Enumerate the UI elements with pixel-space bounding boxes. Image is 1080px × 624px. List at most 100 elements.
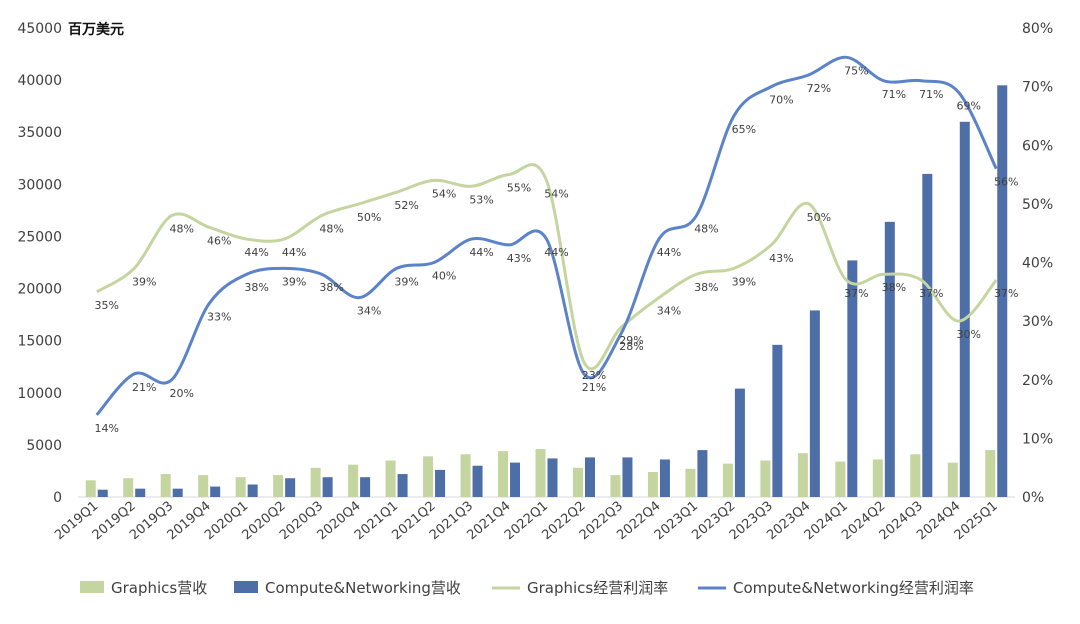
- bar-graphics-revenue: [160, 474, 171, 497]
- data-label-graphics-margin: 37%: [844, 287, 868, 300]
- data-label-graphics-margin: 37%: [919, 287, 943, 300]
- data-label-compute-margin: 69%: [957, 99, 981, 112]
- bar-compute-revenue: [510, 462, 521, 497]
- right-tick-label: 80%: [1022, 21, 1053, 37]
- bar-graphics-revenue: [235, 477, 246, 497]
- right-tick-label: 70%: [1022, 80, 1053, 96]
- bar-graphics-revenue: [385, 460, 396, 497]
- left-tick-label: 5000: [26, 438, 62, 454]
- bar-graphics-revenue: [123, 478, 134, 497]
- bar-series: [85, 85, 1008, 498]
- bar-graphics-revenue: [535, 449, 546, 497]
- legend-swatch-graphics-revenue: [80, 581, 104, 593]
- data-label-compute-margin: 20%: [169, 387, 193, 400]
- right-tick-label: 0%: [1022, 490, 1044, 506]
- bar-compute-revenue: [959, 121, 970, 498]
- bar-graphics-revenue: [610, 475, 621, 497]
- data-label-compute-margin: 44%: [544, 246, 568, 259]
- bar-compute-revenue: [360, 477, 371, 497]
- left-tick-label: 30000: [17, 177, 62, 193]
- bar-compute-revenue: [97, 489, 108, 497]
- legend: Graphics营收 Compute&Networking营收 Graphics…: [80, 579, 974, 597]
- bar-compute-revenue: [659, 459, 670, 497]
- bar-compute-revenue: [285, 478, 296, 497]
- data-label-graphics-margin: 29%: [619, 334, 643, 347]
- bar-graphics-revenue: [797, 453, 808, 497]
- data-label-graphics-margin: 23%: [582, 369, 606, 382]
- data-label-compute-margin: 38%: [244, 281, 268, 294]
- data-label-compute-margin: 14%: [95, 422, 119, 435]
- y-axis-unit-label: 百万美元: [68, 21, 124, 38]
- data-label-graphics-margin: 54%: [432, 187, 456, 200]
- data-label-graphics-margin: 30%: [957, 328, 981, 341]
- left-tick-label: 45000: [17, 21, 62, 37]
- margin-data-labels: 35% 39% 48% 46% 44% 44% 48% 50% 52% 54% 53% 55% 54% 2…: [95, 64, 1019, 435]
- bar-graphics-revenue: [760, 460, 771, 497]
- left-tick-label: 25000: [17, 229, 62, 245]
- legend-compute-margin: Compute&Networking经营利润率: [733, 579, 974, 597]
- data-label-compute-margin: 75%: [844, 64, 868, 77]
- bar-compute-revenue: [734, 388, 745, 497]
- bar-compute-revenue: [472, 465, 483, 497]
- bar-compute-revenue: [997, 85, 1008, 498]
- data-label-graphics-margin: 48%: [169, 223, 193, 236]
- left-tick-label: 40000: [17, 73, 62, 89]
- bar-graphics-revenue: [647, 471, 658, 497]
- right-tick-label: 20%: [1022, 373, 1053, 389]
- line-compute-margin: [95, 55, 998, 416]
- data-label-graphics-margin: 44%: [244, 246, 268, 259]
- bar-graphics-revenue: [685, 468, 696, 497]
- left-tick-label: 10000: [17, 386, 62, 402]
- data-label-graphics-margin: 37%: [994, 287, 1018, 300]
- bar-compute-revenue: [210, 486, 221, 497]
- data-label-compute-margin: 33%: [207, 311, 231, 324]
- bar-compute-revenue: [809, 310, 820, 497]
- data-label-graphics-margin: 48%: [319, 223, 343, 236]
- left-tick-label: 20000: [17, 282, 62, 298]
- data-label-graphics-margin: 50%: [807, 211, 831, 224]
- data-label-compute-margin: 71%: [882, 88, 906, 101]
- bar-compute-revenue: [697, 450, 708, 497]
- data-label-compute-margin: 39%: [394, 275, 418, 288]
- left-tick-label: 0: [53, 490, 62, 506]
- bar-graphics-revenue: [85, 480, 96, 497]
- data-label-graphics-margin: 46%: [207, 234, 231, 247]
- bar-graphics-revenue: [985, 450, 996, 497]
- data-label-compute-margin: 38%: [319, 281, 343, 294]
- bar-compute-revenue: [397, 474, 408, 497]
- data-label-graphics-margin: 39%: [132, 275, 156, 288]
- data-label-compute-margin: 28%: [619, 340, 643, 353]
- bar-graphics-revenue: [348, 464, 359, 497]
- right-tick-label: 60%: [1022, 138, 1053, 154]
- bar-compute-revenue: [247, 484, 258, 497]
- bar-compute-revenue: [772, 344, 783, 497]
- data-label-compute-margin: 21%: [582, 381, 606, 394]
- bar-graphics-revenue: [722, 463, 733, 497]
- data-label-graphics-margin: 38%: [882, 281, 906, 294]
- bar-graphics-revenue: [872, 459, 883, 497]
- data-label-compute-margin: 70%: [769, 94, 793, 107]
- data-label-graphics-margin: 39%: [732, 275, 756, 288]
- data-label-graphics-margin: 54%: [544, 187, 568, 200]
- data-label-compute-margin: 65%: [732, 123, 756, 136]
- bar-compute-revenue: [622, 457, 633, 497]
- legend-swatch-compute-revenue: [234, 581, 258, 593]
- right-tick-label: 50%: [1022, 197, 1053, 213]
- bar-compute-revenue: [172, 488, 183, 497]
- x-axis-ticks: 2019Q12019Q22019Q32019Q42020Q12020Q22020…: [52, 499, 1001, 544]
- data-label-compute-margin: 39%: [282, 275, 306, 288]
- data-label-compute-margin: 40%: [432, 270, 456, 283]
- data-label-compute-margin: 72%: [807, 82, 831, 95]
- data-label-compute-margin: 21%: [132, 381, 156, 394]
- bar-compute-revenue: [435, 469, 446, 497]
- data-label-graphics-margin: 53%: [469, 193, 493, 206]
- legend-compute-revenue: Compute&Networking营收: [265, 579, 461, 597]
- legend-graphics-margin: Graphics经营利润率: [527, 579, 668, 597]
- bar-compute-revenue: [547, 458, 558, 497]
- data-label-graphics-margin: 50%: [357, 211, 381, 224]
- data-label-graphics-margin: 43%: [769, 252, 793, 265]
- data-label-graphics-margin: 35%: [95, 299, 119, 312]
- bar-compute-revenue: [884, 221, 895, 497]
- data-label-compute-margin: 43%: [507, 252, 531, 265]
